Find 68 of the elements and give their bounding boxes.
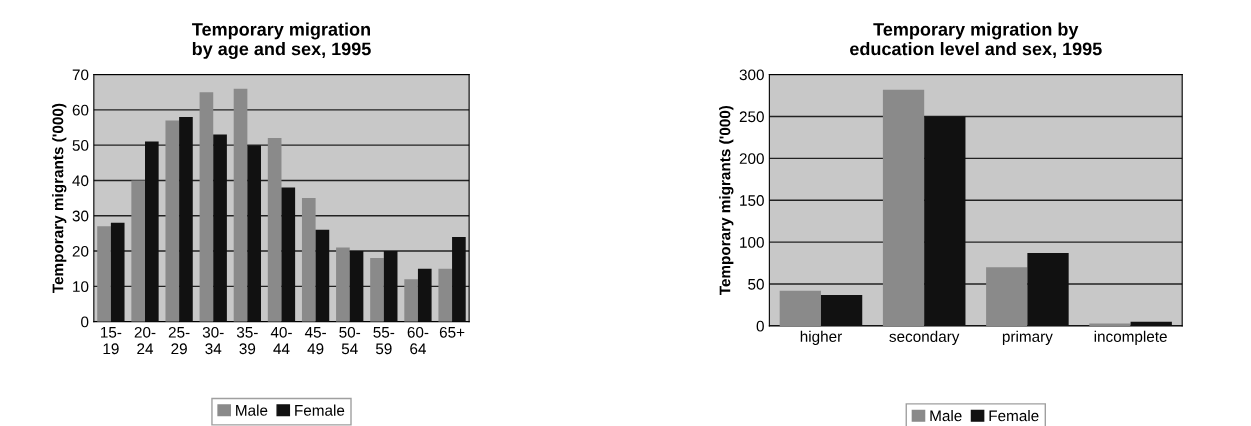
bar — [882, 89, 925, 326]
x-tick-label: 65+ — [439, 326, 465, 338]
x-tick-label: 40- 44 — [270, 326, 292, 355]
y-tick-label: 10 — [73, 281, 89, 293]
x-tick-label: 25- 29 — [168, 326, 190, 355]
y-tick-label: 200 — [739, 153, 764, 165]
x-tick-label: 60- 64 — [407, 326, 429, 355]
bar — [820, 294, 863, 326]
x-tick-label: incomplete — [1094, 330, 1167, 345]
y-axis-title: Temporary migrants ('000) — [719, 105, 734, 296]
bar — [267, 138, 282, 322]
bar — [145, 141, 159, 322]
bar — [438, 268, 453, 322]
y-tick-label: 50 — [748, 278, 764, 290]
bar — [199, 92, 214, 322]
bar — [404, 279, 418, 322]
y-axis-title: Temporary migrants ('000) — [52, 103, 67, 293]
y-tick-label: 0 — [756, 320, 764, 332]
bar — [213, 134, 227, 322]
y-tick-label: 0 — [81, 316, 89, 328]
y-tick-label: 250 — [739, 111, 764, 123]
bar — [97, 226, 111, 322]
legend-label: Male — [930, 410, 962, 422]
bar — [247, 145, 261, 322]
x-tick-label: 55- 59 — [373, 327, 395, 355]
x-tick-label: 35- 39 — [236, 326, 258, 355]
bar — [417, 268, 432, 322]
y-tick-label: 300 — [739, 69, 764, 81]
y-tick-label: 30 — [72, 210, 89, 222]
x-tick-label: higher — [800, 330, 842, 345]
bar — [131, 180, 145, 322]
y-tick-label: 20 — [72, 245, 89, 257]
x-tick-label: 30- 34 — [202, 326, 224, 355]
x-tick-label: 15- 19 — [101, 327, 122, 355]
bar — [370, 258, 384, 322]
bar — [336, 247, 350, 322]
bar — [1027, 253, 1069, 326]
chart-title: Temporary migration by age and sex, 1995 — [192, 22, 371, 59]
legend-label: Male — [236, 404, 268, 416]
x-tick-label: primary — [1002, 330, 1053, 345]
bar — [779, 290, 821, 326]
bar — [301, 198, 316, 322]
x-tick-label: 20- 24 — [134, 326, 156, 355]
bar — [986, 267, 1028, 326]
bar — [1089, 323, 1131, 326]
bar — [1130, 321, 1172, 326]
legend-label: Female — [989, 410, 1039, 422]
bar — [452, 236, 466, 322]
legend-label: Female — [295, 404, 345, 416]
bar — [179, 116, 193, 322]
bar — [349, 251, 364, 322]
y-tick-label: 150 — [740, 195, 764, 206]
y-tick-label: 100 — [740, 236, 764, 248]
y-tick-label: 60 — [72, 104, 89, 116]
x-tick-label: 50- 54 — [339, 326, 361, 355]
bar — [110, 222, 125, 322]
chart-title: Temporary migration by education level and sex, 1995 — [850, 22, 1102, 58]
y-tick-label: 40 — [72, 175, 89, 187]
bar — [165, 120, 180, 322]
bar — [281, 187, 296, 322]
x-tick-label: 45- 49 — [304, 327, 326, 355]
x-tick-label: secondary — [889, 330, 960, 345]
y-tick-label: 50 — [72, 140, 89, 151]
y-tick-label: 70 — [72, 69, 89, 81]
bar — [315, 229, 330, 322]
bar — [383, 251, 398, 322]
bar — [924, 116, 966, 326]
bar — [233, 88, 248, 322]
